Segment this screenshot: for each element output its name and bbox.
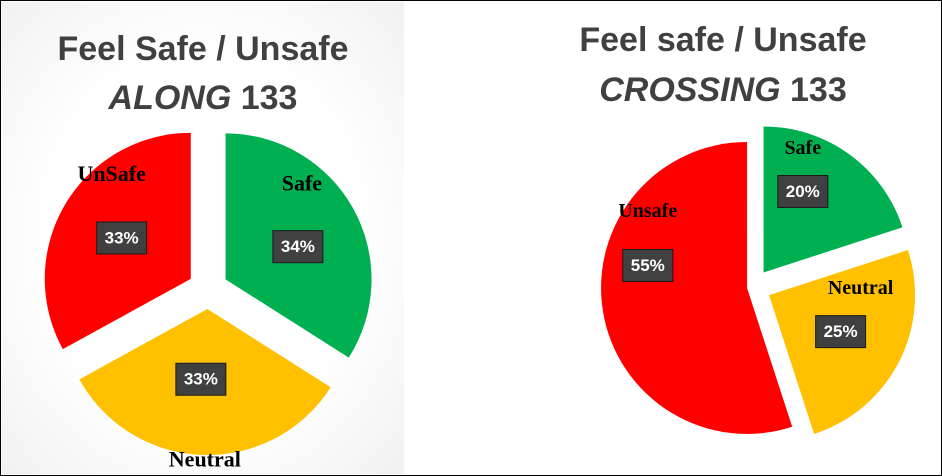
value-box-neutral: [815, 315, 867, 349]
data-label-neutral: 25%: [824, 322, 858, 341]
pie-chart-along: Safe 34% Neutral 33% UnSafe 33%: [44, 132, 372, 471]
pie-slice-unsafe: [601, 141, 793, 434]
pie-slice-safe: [763, 126, 903, 273]
subtitle-italic-crossing: CROSSING: [599, 71, 781, 109]
value-box-neutral: [175, 362, 227, 396]
value-box-safe: [272, 230, 324, 264]
data-label-safe: 20%: [786, 182, 820, 201]
pie-panel-crossing: Feel safe / Unsafe CROSSING 133 Safe 20% N…: [501, 2, 941, 474]
subtitle-italic-along: ALONG: [108, 79, 232, 117]
data-label-safe: 34%: [281, 237, 315, 256]
data-label-unsafe: 33%: [105, 228, 139, 247]
slice-label-unsafe: UnSafe: [77, 161, 146, 186]
slice-label-neutral: Neutral: [828, 277, 894, 299]
value-box-safe: [777, 174, 829, 208]
subtitle-number-along: 133: [231, 79, 298, 117]
chart-subtitle-crossing: CROSSING 133: [503, 73, 942, 107]
chart-title-along: Feel Safe / Unsafe: [57, 30, 349, 68]
pie-panel-along: Feel Safe / Unsafe ALONG 133 Safe 34% Neut…: [2, 2, 404, 474]
chart-title-crossing: Feel safe / Unsafe: [579, 21, 867, 59]
data-label-neutral: 33%: [184, 370, 218, 389]
chart-subtitle-along: ALONG 133: [2, 81, 404, 115]
subtitle-number-crossing: 133: [780, 71, 847, 109]
slice-label-safe: Safe: [784, 137, 821, 159]
slice-label-safe: Safe: [282, 171, 323, 196]
value-box-unsafe: [96, 221, 148, 255]
slice-label-unsafe: Unsafe: [618, 200, 677, 222]
slice-label-neutral: Neutral: [169, 446, 241, 471]
data-label-unsafe: 55%: [631, 256, 665, 275]
value-box-unsafe: [622, 249, 674, 283]
pie-chart-crossing: Safe 20% Neutral 25% Unsafe 55%: [601, 126, 916, 435]
